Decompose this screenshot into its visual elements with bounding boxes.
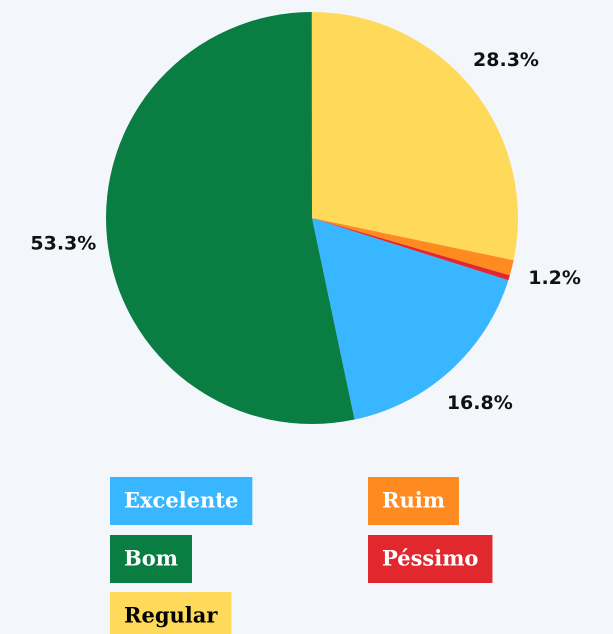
pie-slice [106, 12, 355, 425]
legend-label: Péssimo [382, 546, 478, 571]
value-label: 1.2% [528, 267, 581, 289]
legend-swatch [368, 535, 493, 583]
legend-swatch [110, 477, 253, 525]
legend-swatch [110, 592, 232, 634]
value-label: 53.3% [30, 233, 96, 255]
legend-label: Bom [124, 546, 178, 571]
pie-slice [311, 12, 518, 261]
legend-label: Regular [124, 603, 218, 628]
value-label: 28.3% [473, 49, 539, 71]
legend-label: Excelente [124, 488, 238, 513]
legend-swatch [110, 535, 192, 583]
value-label: 16.8% [447, 392, 513, 414]
pie-slice [312, 218, 510, 281]
legend-label: Ruim [382, 488, 445, 513]
pie-slice [312, 218, 509, 420]
pie-slice [312, 218, 514, 276]
legend-swatch [368, 477, 459, 525]
